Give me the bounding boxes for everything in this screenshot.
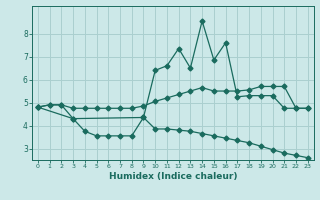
X-axis label: Humidex (Indice chaleur): Humidex (Indice chaleur) xyxy=(108,172,237,181)
